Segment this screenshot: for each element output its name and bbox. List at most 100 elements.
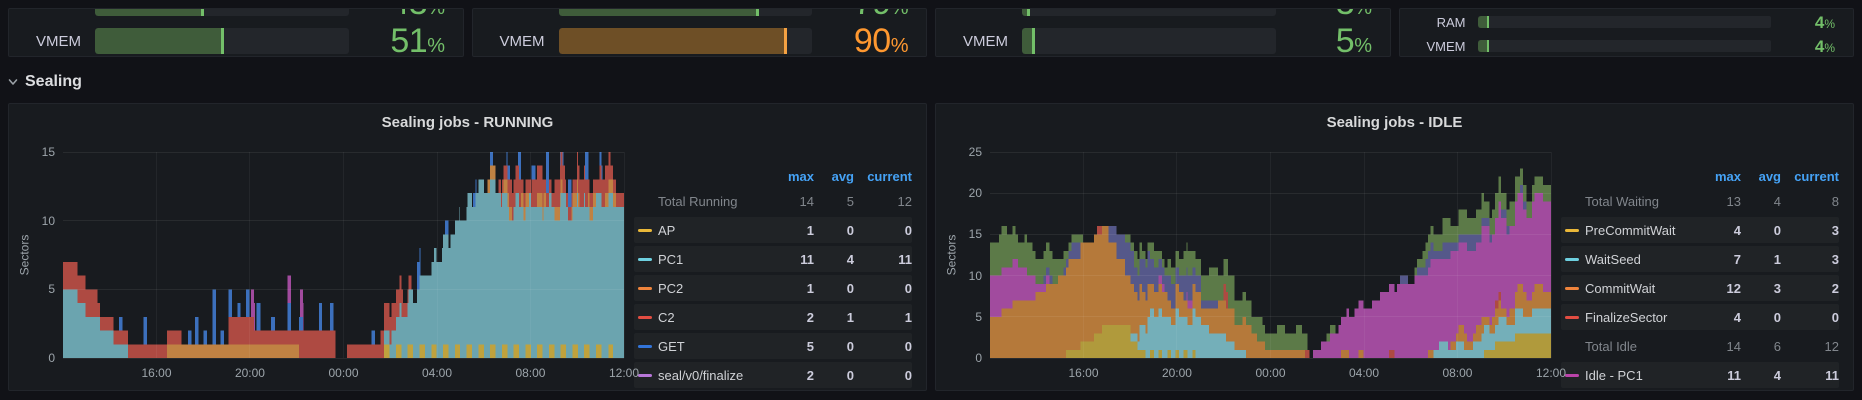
gauge-row-vmem: VMEM 90% (491, 24, 909, 56)
legend-series-name[interactable]: Idle - PC1 (1585, 367, 1643, 383)
legend-avg-value: 1 (1773, 251, 1781, 267)
legend-series-name[interactable]: seal/v0/finalize (658, 367, 744, 383)
section-row-sealing[interactable]: Sealing (8, 68, 1854, 96)
bar-gauge-track (558, 9, 812, 16)
gauge-row-vmem: VMEM 5% (954, 24, 1372, 56)
legend-sort-current[interactable]: current (1794, 168, 1839, 184)
legend-max-value: 14 (1726, 338, 1741, 354)
legend-current-value: 1 (904, 309, 912, 325)
gauge-row-ram: RAM 43% (27, 9, 445, 20)
legend-row-waitseed[interactable]: WaitSeed 7 1 3 (1561, 246, 1839, 272)
gauge-panel-3: RAM 3% VMEM 5% (935, 8, 1391, 57)
series-color-swatch (638, 373, 652, 377)
legend-row-pc1[interactable]: PC1 11 4 11 (634, 246, 912, 272)
legend-max-value: 13 (1726, 193, 1741, 209)
gauge-row-vmem: VMEM 4% (1418, 36, 1836, 56)
y-tick-label: 5 (975, 309, 982, 324)
legend-series-name[interactable]: FinalizeSector (1585, 309, 1668, 325)
legend-current-value: 0 (904, 367, 912, 383)
legend-series-name[interactable]: C2 (658, 309, 675, 325)
legend-row-total-idle[interactable]: Total Idle 14 6 12 (1561, 333, 1839, 359)
legend-sort-avg[interactable]: avg (1758, 168, 1781, 184)
chevron-down-icon[interactable] (8, 77, 18, 87)
panel-title[interactable]: Sealing jobs - IDLE (1326, 114, 1463, 131)
gauge-row-ram: RAM 3% (954, 8, 1372, 20)
legend-row-precommitwait[interactable]: PreCommitWait 4 0 3 (1561, 217, 1839, 243)
legend-avg-value: 6 (1773, 338, 1781, 354)
plot-area[interactable] (990, 151, 1552, 359)
legend-max-value: 4 (1733, 309, 1741, 325)
legend-sort-avg[interactable]: avg (831, 168, 854, 184)
bar-gauge-track (1477, 16, 1771, 28)
series-color-swatch (638, 286, 652, 290)
legend-series-name[interactable]: PreCommitWait (1585, 222, 1676, 238)
legend-row-total-running[interactable]: Total Running 14 5 12 (634, 188, 912, 214)
legend-header: max avg current (634, 164, 912, 188)
x-tick-label: 20:00 (234, 366, 265, 380)
legend-max-value: 2 (806, 309, 814, 325)
panel-title[interactable]: Sealing jobs - RUNNING (381, 114, 554, 131)
legend-row-ap[interactable]: AP 1 0 0 (634, 217, 912, 243)
legend-series-name[interactable]: Total Running (658, 193, 738, 209)
legend-series-name[interactable]: WaitSeed (1585, 251, 1641, 267)
gauge-label: VMEM (499, 32, 545, 50)
bar-gauge-track (1022, 28, 1276, 54)
legend-avg-value: 0 (846, 338, 854, 354)
legend-row-seal-v0-finalize[interactable]: seal/v0/finalize 2 0 0 (634, 362, 912, 388)
legend-series-name[interactable]: AP (658, 222, 676, 238)
legend-row-commitwait[interactable]: CommitWait 12 3 2 (1561, 275, 1839, 301)
legend-current-value: 0 (1831, 309, 1839, 325)
legend-max-value: 1 (806, 222, 814, 238)
series-color-swatch (1565, 228, 1579, 232)
bar-gauge-track (95, 9, 349, 16)
series-color-swatch (1565, 257, 1579, 261)
bar-gauge-fill (558, 9, 759, 16)
legend-current-value: 11 (898, 251, 912, 267)
chart-running[interactable]: Sectors 0 5 10 15 16:00 20:00 00:00 04:00 08:00… (15, 136, 639, 384)
x-tick-label: 08:00 (1442, 366, 1473, 380)
legend-row-get[interactable]: GET 5 0 0 (634, 333, 912, 359)
x-tick-label: 00:00 (1255, 366, 1286, 380)
gauge-value: 3% (1336, 8, 1372, 20)
y-tick-label: 10 (968, 268, 982, 283)
bar-gauge-fill (1477, 40, 1490, 52)
stacked-area-svg (63, 152, 624, 358)
gauge-label: RAM (27, 9, 81, 12)
legend-avg-value: 0 (1773, 222, 1781, 238)
y-axis-label: Sectors (17, 234, 31, 276)
legend-series-name[interactable]: PC1 (658, 251, 684, 267)
legend-idle: max avg current Total Waiting 13 4 8 PreComm… (1551, 136, 1843, 384)
legend-series-name[interactable]: GET (658, 338, 685, 354)
legend-max-value: 2 (806, 367, 814, 383)
legend-current-value: 0 (904, 222, 912, 238)
legend-max-value: 7 (1733, 251, 1741, 267)
legend-current-value: 2 (1831, 280, 1839, 296)
legend-series-name[interactable]: PC2 (658, 280, 684, 296)
series-area-c2 (63, 152, 624, 358)
legend-avg-value: 4 (1773, 367, 1781, 383)
legend-series-name[interactable]: Total Idle (1585, 338, 1638, 354)
plot-area[interactable] (63, 151, 625, 359)
gauge-value: 51% (390, 22, 445, 57)
section-title[interactable]: Sealing (25, 73, 82, 90)
legend-avg-value: 4 (846, 251, 854, 267)
legend-sort-max[interactable]: max (1714, 168, 1741, 184)
legend-row-pc2[interactable]: PC2 1 0 0 (634, 275, 912, 301)
chart-idle[interactable]: Sectors 0 5 10 15 20 25 16:00 20:00 00:00 04:00 0… (942, 136, 1566, 384)
legend-row-total-waiting[interactable]: Total Waiting 13 4 8 (1561, 188, 1839, 214)
legend-row-idle-pc1[interactable]: Idle - PC1 11 4 11 (1561, 362, 1839, 388)
x-tick-label: 04:00 (422, 366, 453, 380)
legend-row-finalizesector[interactable]: FinalizeSector 4 0 0 (1561, 304, 1839, 330)
legend-sort-max[interactable]: max (787, 168, 814, 184)
legend-sort-current[interactable]: current (867, 168, 912, 184)
legend-max-value: 12 (1726, 280, 1741, 296)
bar-gauge-fill (95, 9, 204, 16)
bar-gauge-fill (95, 28, 225, 54)
gauge-value: 4% (1814, 36, 1835, 56)
stacked-area-svg (990, 168, 1551, 358)
legend-row-c2[interactable]: C2 2 1 1 (634, 304, 912, 330)
gauge-row-vmem: VMEM 51% (27, 22, 445, 57)
legend-series-name[interactable]: Total Waiting (1585, 193, 1659, 209)
legend-series-name[interactable]: CommitWait (1585, 280, 1656, 296)
gauge-panel-1: RAM 43% VMEM 51% (8, 8, 464, 57)
